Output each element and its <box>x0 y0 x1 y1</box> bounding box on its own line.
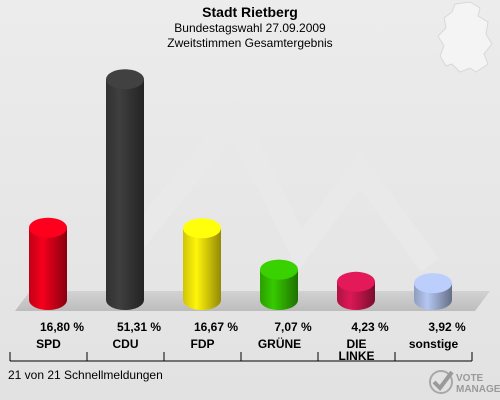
bar-cap <box>106 69 144 90</box>
bar-body <box>29 227 67 310</box>
logo-text-manager: MANAGER <box>456 384 500 395</box>
footer-text: 21 von 21 Schnellmeldungen <box>8 368 163 382</box>
logo-text-vote: VOTE <box>456 373 484 384</box>
value-label: 7,07 % <box>274 320 312 334</box>
value-label: 16,67 % <box>194 320 238 334</box>
bar-body <box>183 228 221 310</box>
category-label: FDP <box>191 337 215 351</box>
chart-subtitle-2: Zweitstimmen Gesamtergebnis <box>167 36 332 50</box>
value-label: 4,23 % <box>351 320 389 334</box>
bar-spd <box>29 217 67 310</box>
bar-fdp <box>183 218 221 310</box>
bars-group <box>29 69 452 310</box>
bar-grüne <box>260 259 298 310</box>
value-label: 3,92 % <box>428 320 466 334</box>
germany-map-icon <box>437 1 493 73</box>
chart-subtitle-1: Bundestagswahl 27.09.2009 <box>174 21 326 35</box>
category-label: SPD <box>36 337 61 351</box>
category-label: sonstige <box>409 337 459 351</box>
bar-die-linke <box>337 271 375 310</box>
votemanager-logo: VOTE MANAGER <box>429 370 500 395</box>
bar-cap <box>414 273 452 294</box>
bar-cap <box>337 271 375 292</box>
category-label: LINKE <box>339 349 375 363</box>
bar-cdu <box>106 69 144 310</box>
bar-cap <box>183 218 221 239</box>
checkmark-icon <box>429 370 454 394</box>
bar-cap <box>260 259 298 280</box>
bar-cap <box>29 217 67 238</box>
chart-title: Stadt Rietberg <box>202 4 298 20</box>
value-label: 51,31 % <box>117 320 161 334</box>
labels-group: 16,80 % SPD 51,31 % CDU 16,67 % FDP 7,07 % GRÜN… <box>36 320 466 363</box>
category-label: DIE <box>346 337 366 351</box>
bar-sonstige <box>414 273 452 310</box>
value-label: 16,80 % <box>40 320 84 334</box>
category-label: GRÜNE <box>258 336 301 351</box>
watermark-chevron <box>111 97 439 272</box>
category-axis <box>9 352 473 362</box>
category-label: CDU <box>113 337 139 351</box>
bar-body <box>260 269 298 310</box>
bar-body <box>106 79 144 310</box>
